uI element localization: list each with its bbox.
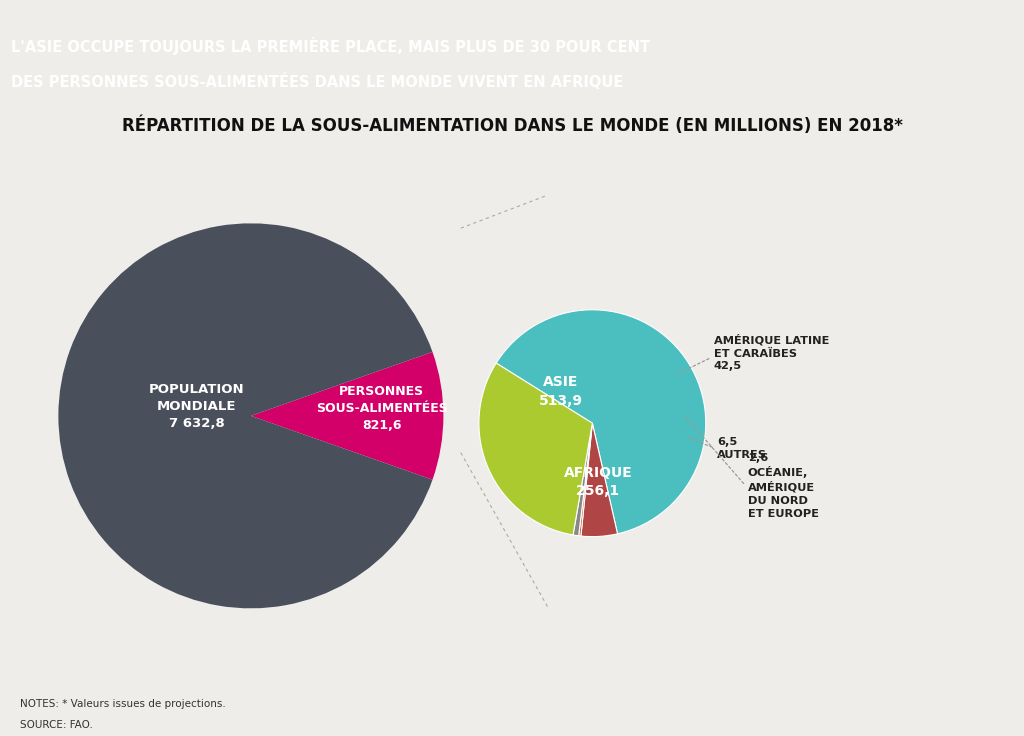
Wedge shape	[581, 423, 617, 537]
Text: 6,5
AUTRES: 6,5 AUTRES	[717, 436, 767, 459]
Text: POPULATION
MONDIALE
7 632,8: POPULATION MONDIALE 7 632,8	[150, 383, 245, 430]
Text: PERSONNES
SOUS-ALIMENTÉES
821,6: PERSONNES SOUS-ALIMENTÉES 821,6	[316, 385, 447, 431]
Text: NOTES: * Valeurs issues de projections.: NOTES: * Valeurs issues de projections.	[20, 699, 226, 709]
Text: ASIE
513,9: ASIE 513,9	[539, 375, 583, 408]
Text: AMÉRIQUE LATINE
ET CARAÏBES
42,5: AMÉRIQUE LATINE ET CARAÏBES 42,5	[714, 334, 829, 372]
Wedge shape	[251, 352, 443, 480]
Text: AFRIQUE
256,1: AFRIQUE 256,1	[563, 466, 633, 498]
Wedge shape	[579, 423, 592, 536]
Wedge shape	[58, 223, 432, 609]
Wedge shape	[479, 363, 592, 535]
Text: SOURCE: FAO.: SOURCE: FAO.	[20, 721, 93, 730]
Wedge shape	[573, 423, 592, 536]
Text: DES PERSONNES SOUS-ALIMENTÉES DANS LE MONDE VIVENT EN AFRIQUE: DES PERSONNES SOUS-ALIMENTÉES DANS LE MO…	[10, 73, 623, 90]
Text: RÉPARTITION DE LA SOUS-ALIMENTATION DANS LE MONDE (EN MILLIONS) EN 2018*: RÉPARTITION DE LA SOUS-ALIMENTATION DANS…	[122, 117, 902, 135]
Text: L'ASIE OCCUPE TOUJOURS LA PREMIÈRE PLACE, MAIS PLUS DE 30 POUR CENT: L'ASIE OCCUPE TOUJOURS LA PREMIÈRE PLACE…	[10, 37, 650, 54]
Text: 2,6
OCÉANIE,
AMÉRIQUE
DU NORD
ET EUROPE: 2,6 OCÉANIE, AMÉRIQUE DU NORD ET EUROPE	[748, 453, 819, 519]
Wedge shape	[497, 310, 706, 534]
